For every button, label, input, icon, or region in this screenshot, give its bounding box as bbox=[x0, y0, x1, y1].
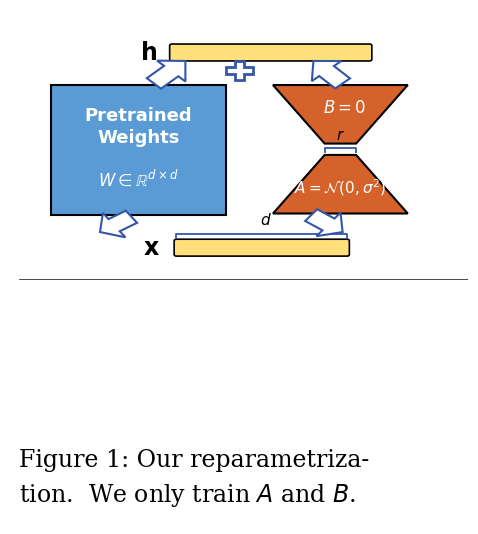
Polygon shape bbox=[273, 85, 408, 144]
Text: x: x bbox=[144, 235, 159, 260]
Text: $B = 0$: $B = 0$ bbox=[323, 99, 367, 117]
Text: $A = \mathcal{N}(0, \sigma^2)$: $A = \mathcal{N}(0, \sigma^2)$ bbox=[294, 177, 387, 198]
Text: Pretrained
Weights: Pretrained Weights bbox=[85, 107, 192, 147]
Text: h: h bbox=[141, 41, 158, 65]
Polygon shape bbox=[312, 61, 350, 89]
Polygon shape bbox=[226, 61, 253, 80]
FancyBboxPatch shape bbox=[51, 85, 226, 215]
Text: $r$: $r$ bbox=[336, 128, 345, 143]
Polygon shape bbox=[147, 61, 185, 89]
Text: $W \in \mathbb{R}^{d \times d}$: $W \in \mathbb{R}^{d \times d}$ bbox=[98, 169, 179, 190]
Polygon shape bbox=[100, 211, 137, 237]
Polygon shape bbox=[273, 155, 408, 214]
Polygon shape bbox=[305, 209, 343, 236]
FancyBboxPatch shape bbox=[174, 239, 349, 256]
Text: $d$: $d$ bbox=[261, 212, 272, 228]
FancyBboxPatch shape bbox=[170, 44, 372, 61]
Text: Figure 1: Our reparametriza-
tion.  We only train $A$ and $B$.: Figure 1: Our reparametriza- tion. We on… bbox=[19, 449, 369, 508]
